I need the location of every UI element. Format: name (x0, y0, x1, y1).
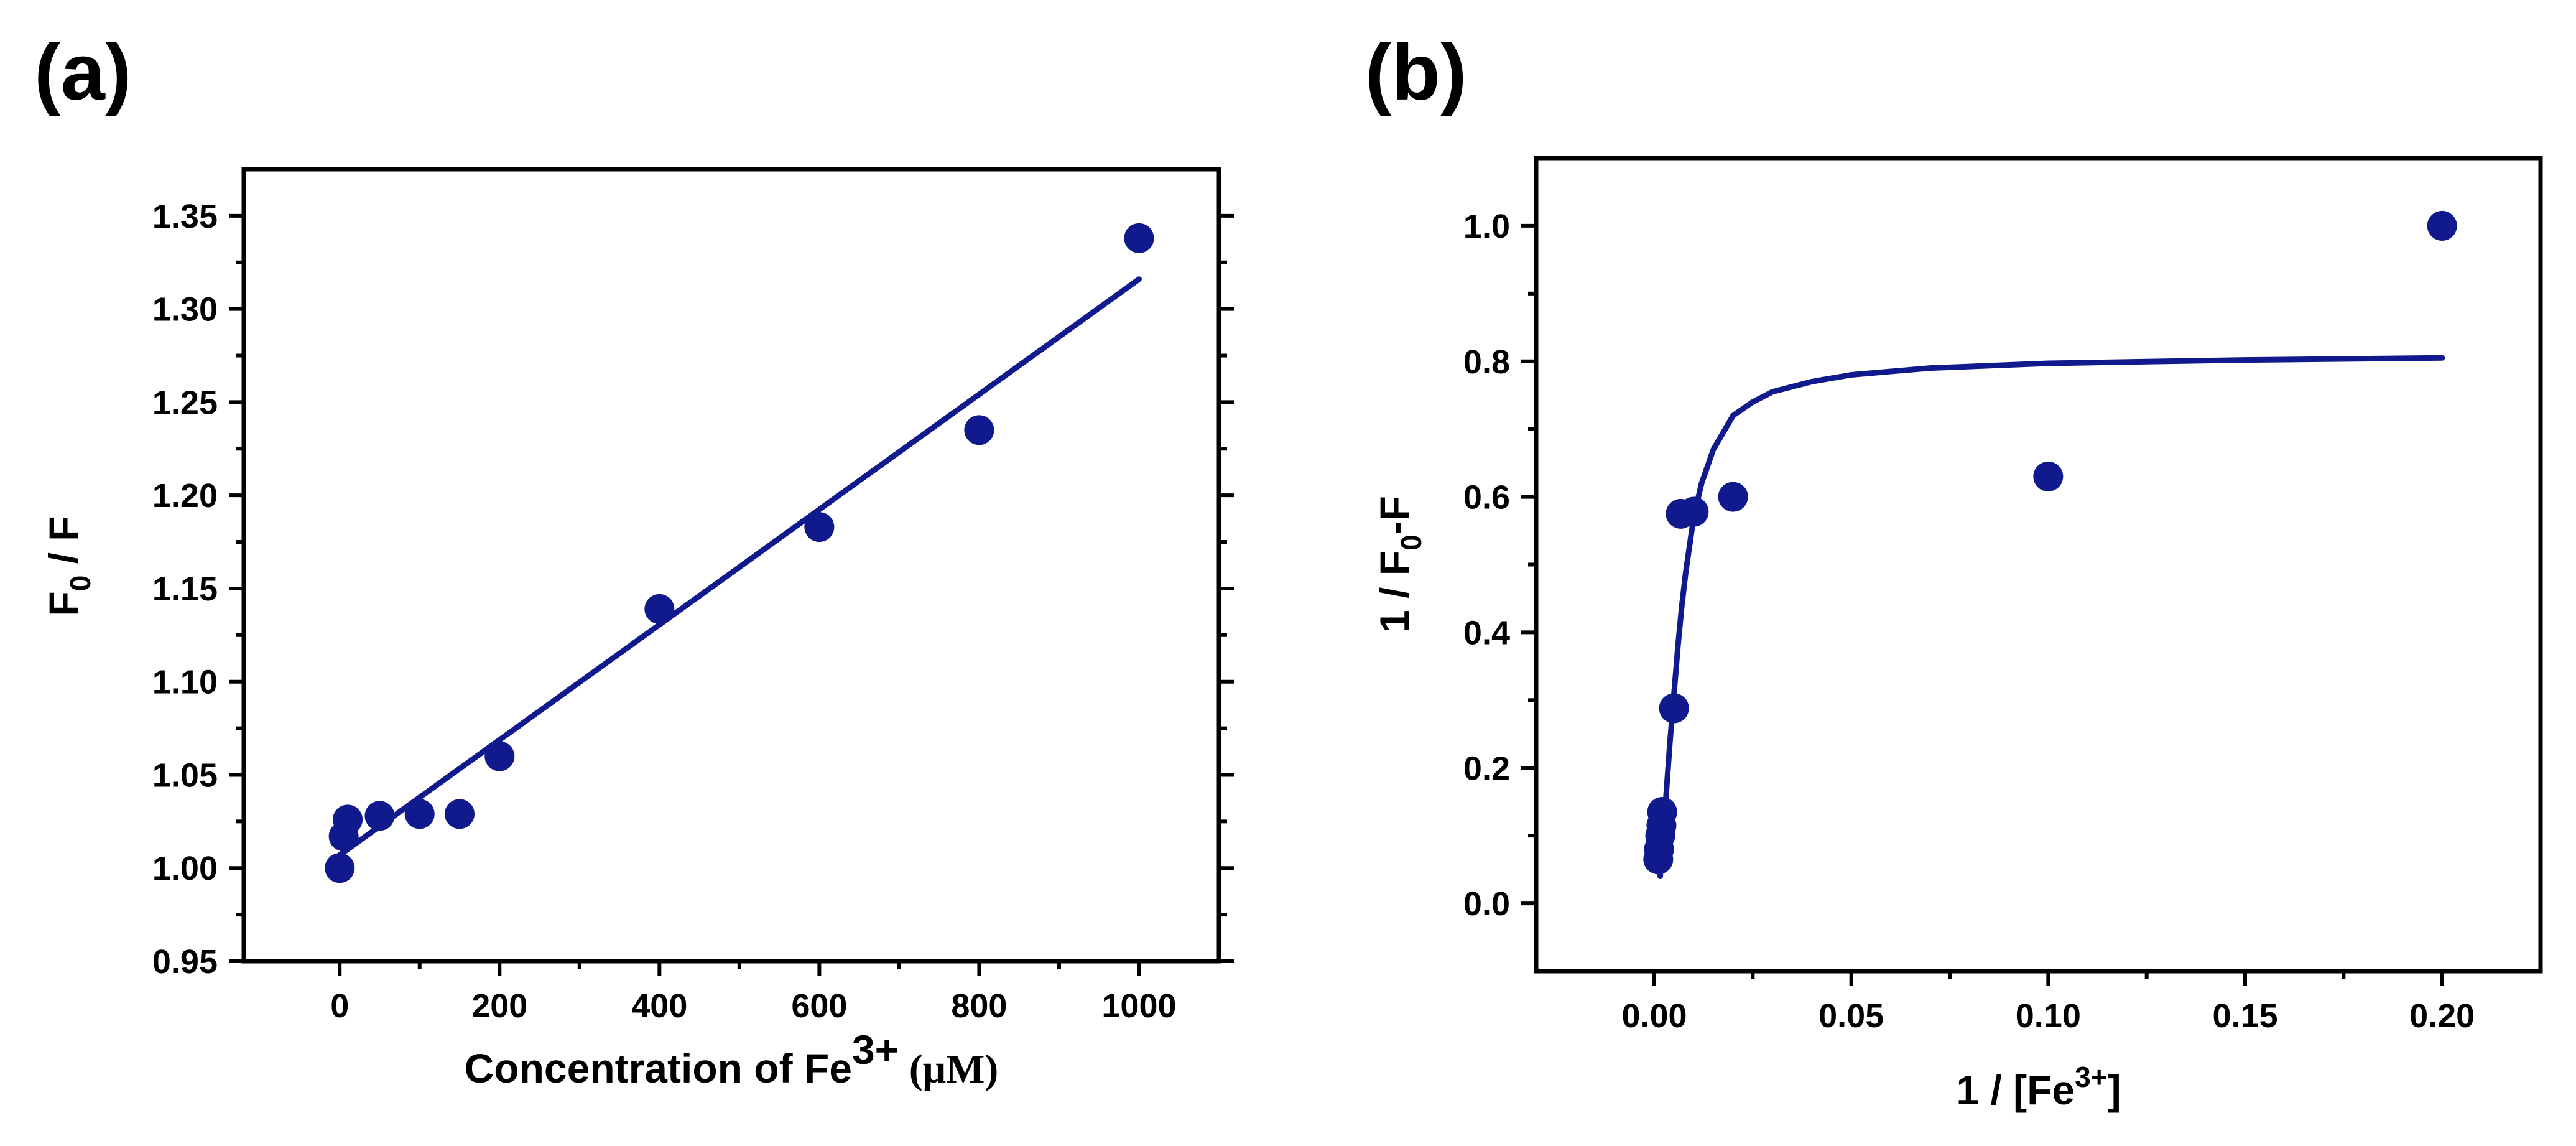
chart-a-y-tick-label: 1.00 (152, 850, 218, 887)
chart-a-axes: 0 200 400 600 800 1000 0.95 1.00 1.05 1.10 1.15 1.2… (152, 198, 1234, 1025)
chart-a-xlabel-sup: 3+ (852, 1027, 899, 1073)
chart-a-y-axis-label: F0 / F (40, 516, 96, 616)
chart-b-xlabel-rest: ] (2108, 1067, 2121, 1113)
chart-a-data-point (404, 799, 435, 829)
chart-a-y-tick-label: 1.25 (152, 384, 218, 421)
chart-a-ylabel-main: F (40, 591, 86, 616)
chart-b-data-point (2427, 210, 2457, 241)
chart-b-y-tick-label: 1.0 (1463, 208, 1510, 245)
chart-b-fit-line (1657, 355, 2445, 879)
chart-a-y-tick-label: 1.35 (152, 198, 218, 235)
chart-a-plot-frame (241, 167, 1221, 964)
chart-a-x-tick-label: 200 (471, 987, 527, 1025)
chart-b-data-points (1643, 210, 2457, 875)
chart-b: (b) 0.00 0.05 0.10 0.15 0.20 0.0 0.2 0.4 0.6 0.8 1… (1365, 28, 2543, 1113)
chart-a-data-point (484, 741, 515, 771)
chart-b-y-axis-label: 1 / F0-F (1371, 496, 1427, 633)
chart-a: (a) 0 200 400 600 800 1000 0.95 1.00 1.05 1.10 1.1… (34, 28, 1234, 1092)
chart-b-x-tick-label: 0.00 (1621, 997, 1687, 1035)
chart-a-ylabel-sub: 0 (64, 575, 96, 592)
chart-b-data-point (1659, 693, 1689, 724)
panel-label-a: (a) (34, 28, 131, 117)
chart-a-data-point (445, 799, 475, 829)
chart-a-x-tick-label: 600 (791, 987, 847, 1025)
chart-b-ylabel-sub: 0 (1395, 534, 1427, 551)
chart-b-x-tick-label: 0.05 (1818, 997, 1884, 1035)
chart-a-data-point (1124, 223, 1154, 253)
chart-b-y-tick-label: 0.4 (1463, 614, 1510, 651)
chart-b-x-tick-label: 0.20 (2409, 997, 2475, 1035)
chart-a-ylabel-rest: / F (40, 516, 86, 575)
chart-a-fit-line-group (336, 276, 1142, 858)
chart-b-data-point (2033, 461, 2064, 491)
chart-a-data-point (804, 512, 835, 543)
chart-a-y-tick-label: 0.95 (152, 943, 218, 981)
chart-a-data-point (333, 804, 363, 835)
chart-b-fit-curve-group (1657, 355, 2445, 879)
chart-b-ylabel-rest: -F (1371, 496, 1417, 534)
chart-a-data-point (964, 415, 994, 445)
chart-b-xlabel-sup: 3+ (2075, 1061, 2107, 1093)
chart-a-y-tick-label: 1.30 (152, 291, 218, 328)
chart-a-data-point (325, 853, 355, 883)
chart-a-y-tick-label: 1.05 (152, 757, 218, 794)
chart-a-x-tick-label: 800 (951, 987, 1007, 1025)
chart-b-y-tick-label: 0.2 (1463, 750, 1510, 787)
chart-b-y-tick-label: 0.0 (1463, 885, 1510, 923)
chart-a-data-points (325, 223, 1154, 883)
chart-b-y-tick-label: 0.8 (1463, 343, 1510, 381)
chart-b-data-point (1647, 797, 1677, 827)
chart-b-y-tick-label: 0.6 (1463, 479, 1510, 516)
chart-a-y-tick-label: 1.20 (152, 477, 218, 515)
chart-b-axes: 0.00 0.05 0.10 0.15 0.20 0.0 0.2 0.4 0.6 0.8 1.0 (1463, 208, 2475, 1035)
panel-label-b: (b) (1365, 28, 1466, 117)
chart-b-xlabel-main: 1 / [Fe (1956, 1067, 2075, 1113)
chart-a-y-tick-label: 1.10 (152, 664, 218, 701)
chart-a-y-tick-label: 1.15 (152, 571, 218, 608)
chart-b-ylabel-main: 1 / F (1371, 551, 1417, 633)
chart-b-x-tick-label: 0.10 (2016, 997, 2081, 1035)
chart-a-x-tick-label: 0 (330, 987, 349, 1025)
chart-b-x-tick-label: 0.15 (2212, 997, 2277, 1035)
chart-a-fit-line (336, 276, 1142, 858)
chart-a-xlabel-unit: (μM) (899, 1046, 998, 1092)
chart-a-data-point (364, 801, 395, 831)
chart-b-data-point (1679, 496, 1709, 527)
chart-a-xlabel-main: Concentration of Fe (465, 1045, 852, 1091)
chart-b-data-point (1718, 482, 1748, 512)
chart-a-x-tick-label: 400 (631, 987, 687, 1025)
chart-a-x-axis-label: Concentration of Fe3+ (μM) (465, 1027, 999, 1092)
chart-b-x-axis-label: 1 / [Fe3+] (1956, 1061, 2121, 1113)
chart-a-data-point (644, 594, 675, 624)
chart-a-x-tick-label: 1000 (1101, 987, 1176, 1025)
